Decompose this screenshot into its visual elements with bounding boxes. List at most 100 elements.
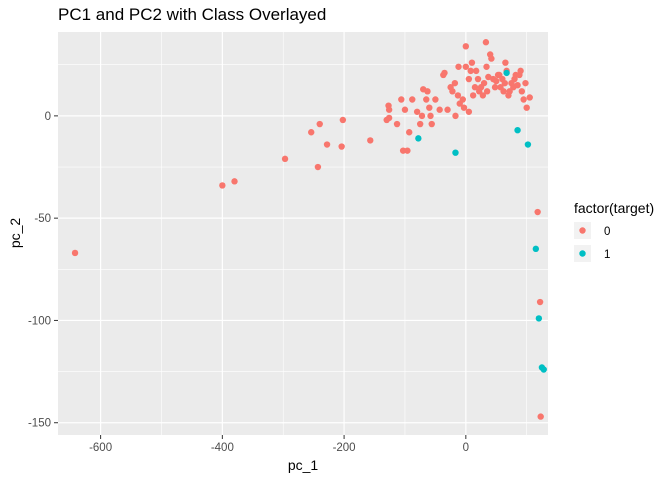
y-tick-label: 0	[45, 111, 51, 123]
x-tick-label: -400	[211, 442, 234, 454]
data-point-class-0	[534, 208, 541, 216]
data-point-class-0	[483, 88, 491, 95]
data-point-class-0	[502, 59, 509, 66]
data-point-class-0	[518, 88, 526, 95]
data-point-class-0	[501, 79, 508, 87]
x-axis-ticks: -600 -400 -200 0	[89, 435, 469, 454]
data-point-class-0	[485, 73, 492, 81]
data-point-class-0	[480, 79, 488, 87]
data-point-class-0	[409, 96, 416, 103]
data-point-class-0	[462, 43, 470, 50]
data-point-class-0	[404, 147, 411, 154]
y-tick-label: -50	[34, 213, 51, 225]
data-point-class-0	[418, 112, 426, 120]
data-point-class-1	[503, 69, 510, 77]
legend: factor(target) 0 1	[574, 200, 654, 262]
data-point-class-0	[455, 63, 462, 70]
data-point-class-1	[514, 126, 521, 134]
data-point-class-0	[219, 182, 226, 189]
data-point-class-0	[416, 120, 424, 128]
y-axis-ticks: -150 -100 -50 0	[28, 111, 58, 430]
data-point-class-0	[367, 137, 374, 144]
legend-marker-1	[579, 250, 586, 257]
data-point-class-0	[281, 155, 289, 163]
x-tick-label: -200	[333, 442, 356, 454]
data-point-class-0	[454, 92, 462, 99]
data-point-class-0	[500, 88, 507, 95]
data-point-class-0	[479, 92, 487, 99]
data-point-class-0	[449, 88, 456, 95]
data-point-class-0	[338, 143, 345, 150]
x-tick-label: -600	[89, 442, 112, 454]
data-point-class-0	[523, 104, 530, 111]
data-point-class-0	[488, 55, 495, 62]
data-point-class-0	[413, 108, 421, 115]
y-tick-label: -100	[28, 315, 51, 327]
data-point-class-1	[452, 149, 459, 156]
y-axis-title: pc_2	[7, 218, 23, 249]
data-point-class-0	[493, 77, 500, 85]
data-point-class-0	[474, 75, 482, 83]
data-point-class-0	[393, 120, 401, 128]
data-point-class-0	[231, 178, 238, 185]
legend-label-0: 0	[604, 226, 610, 238]
data-point-class-0	[462, 63, 470, 70]
data-point-class-0	[452, 112, 459, 120]
data-point-class-0	[514, 81, 521, 89]
data-point-class-0	[459, 96, 466, 103]
data-point-class-0	[468, 59, 476, 66]
data-point-class-0	[526, 94, 533, 101]
data-point-class-1	[540, 366, 547, 373]
data-point-class-0	[471, 84, 479, 91]
data-point-class-0	[385, 106, 393, 113]
data-point-class-0	[441, 69, 448, 77]
data-point-class-0	[308, 129, 315, 136]
data-point-class-1	[415, 135, 422, 142]
data-point-class-0	[465, 108, 473, 115]
data-point-class-0	[424, 88, 431, 95]
plot-panel	[58, 32, 548, 435]
data-point-class-0	[506, 88, 513, 95]
data-point-class-0	[385, 114, 393, 122]
data-point-class-0	[314, 163, 322, 171]
data-point-class-0	[427, 112, 434, 120]
data-point-class-1	[535, 315, 543, 322]
data-point-class-0	[401, 106, 409, 113]
data-point-class-0	[517, 67, 524, 75]
data-point-class-0	[537, 413, 544, 420]
data-points	[71, 39, 547, 420]
data-point-class-0	[465, 75, 473, 83]
data-point-class-0	[423, 96, 430, 103]
chart-title: PC1 and PC2 with Class Overlayed	[58, 5, 326, 24]
data-point-class-0	[444, 106, 451, 113]
data-point-class-0	[316, 120, 323, 128]
y-tick-label: -150	[28, 418, 51, 430]
x-axis-title: pc_1	[288, 457, 319, 473]
data-point-class-0	[482, 39, 490, 46]
data-point-class-1	[524, 141, 532, 148]
data-point-class-0	[426, 104, 433, 111]
data-point-class-0	[483, 63, 490, 70]
data-point-class-0	[472, 67, 480, 75]
data-point-class-0	[491, 84, 499, 91]
data-point-class-0	[432, 96, 439, 103]
data-point-class-0	[323, 141, 331, 148]
data-point-class-0	[436, 106, 443, 113]
data-point-class-0	[339, 116, 347, 124]
data-point-class-0	[71, 249, 79, 257]
x-tick-label: 0	[463, 442, 469, 454]
data-point-class-1	[532, 245, 540, 253]
data-point-class-0	[451, 79, 459, 87]
data-point-class-0	[398, 96, 405, 103]
data-point-class-0	[469, 92, 477, 99]
data-point-class-0	[536, 298, 544, 306]
data-point-class-0	[467, 67, 474, 75]
legend-label-1: 1	[604, 249, 610, 261]
data-point-class-0	[428, 120, 435, 128]
data-point-class-0	[406, 129, 413, 136]
data-point-class-0	[522, 79, 529, 87]
data-point-class-0	[520, 96, 527, 103]
legend-title: factor(target)	[574, 200, 654, 216]
data-point-class-0	[460, 104, 468, 111]
legend-marker-0	[579, 227, 586, 234]
